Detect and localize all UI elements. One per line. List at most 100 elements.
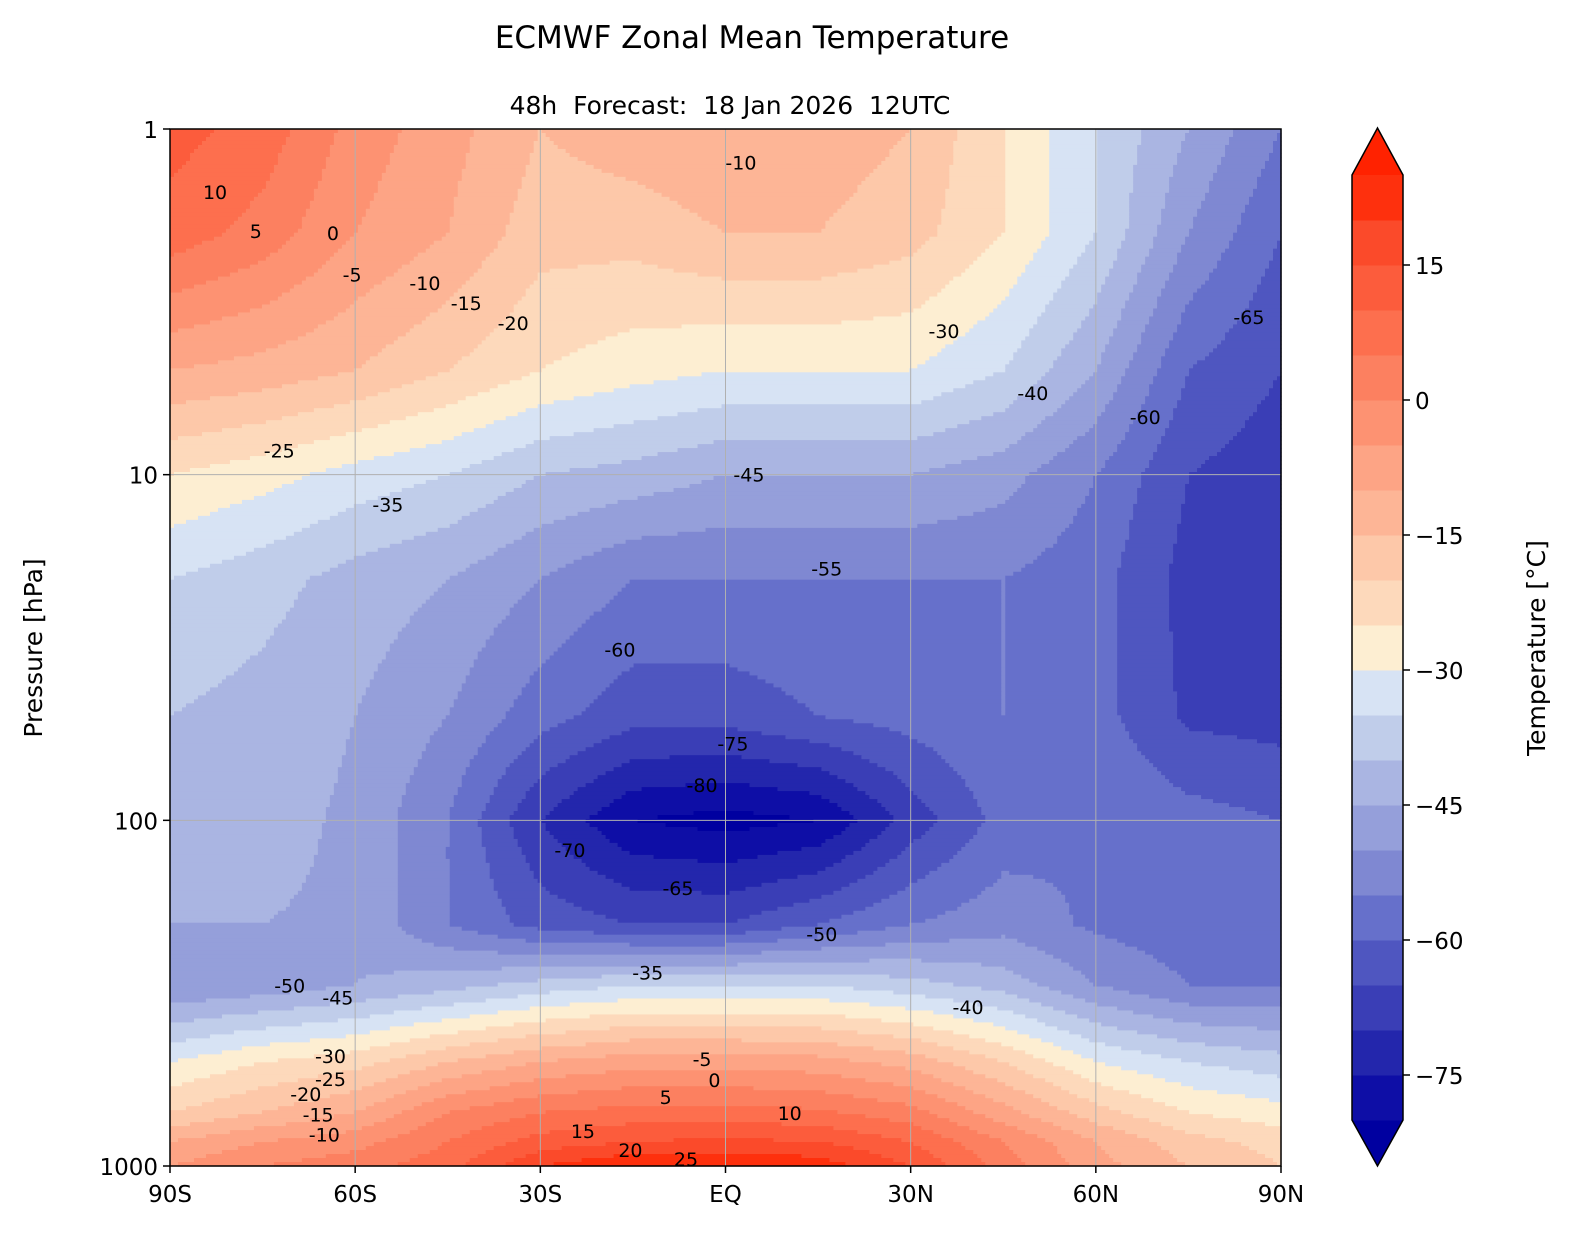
heatmap-cell bbox=[401, 384, 499, 389]
heatmap-cell bbox=[545, 886, 631, 892]
heatmap-cell bbox=[1173, 268, 1214, 274]
heatmap-cell bbox=[849, 882, 910, 888]
heatmap-cell bbox=[1117, 627, 1170, 633]
heatmap-cell bbox=[1097, 156, 1138, 162]
heatmap-cell bbox=[1001, 599, 1006, 605]
heatmap-cell bbox=[1073, 519, 1130, 525]
heatmap-cell bbox=[170, 164, 183, 170]
colorbar-extend-low bbox=[1352, 1120, 1403, 1166]
heatmap-cell bbox=[997, 1078, 1046, 1083]
heatmap-cell bbox=[277, 1082, 375, 1087]
heatmap-cell bbox=[170, 1102, 203, 1107]
heatmap-cell bbox=[1269, 815, 1282, 820]
heatmap-cell bbox=[921, 1038, 986, 1043]
heatmap-cell bbox=[1149, 392, 1182, 397]
heatmap-cell bbox=[170, 799, 331, 804]
heatmap-cell bbox=[1157, 958, 1282, 964]
heatmap-cell bbox=[1169, 623, 1282, 629]
heatmap-cell bbox=[509, 763, 559, 768]
heatmap-cell bbox=[1113, 392, 1150, 397]
heatmap-cell bbox=[629, 384, 966, 389]
heatmap-cell bbox=[285, 340, 395, 345]
heatmap-cell bbox=[885, 926, 1086, 932]
heatmap-cell bbox=[1257, 1150, 1282, 1155]
heatmap-cell bbox=[1169, 599, 1282, 605]
heatmap-cell bbox=[337, 775, 411, 780]
heatmap-cell bbox=[174, 575, 311, 581]
heatmap-cell bbox=[1005, 208, 1050, 214]
heatmap-cell bbox=[909, 922, 1074, 928]
heatmap-cell bbox=[1049, 152, 1098, 158]
heatmap-cell bbox=[1213, 176, 1258, 182]
heatmap-cell bbox=[445, 854, 487, 860]
heatmap-cell bbox=[489, 870, 535, 876]
heatmap-cell bbox=[537, 272, 699, 278]
colorbar-band bbox=[1352, 1030, 1403, 1076]
heatmap-cell bbox=[170, 687, 211, 692]
heatmap-cell bbox=[993, 1118, 1042, 1123]
heatmap-cell bbox=[1153, 1074, 1278, 1079]
heatmap-cell bbox=[457, 360, 555, 365]
heatmap-cell bbox=[905, 1162, 946, 1167]
heatmap-cell bbox=[1001, 679, 1006, 684]
heatmap-cell bbox=[1117, 938, 1282, 944]
heatmap-cell bbox=[170, 460, 231, 465]
heatmap-cell bbox=[1149, 252, 1178, 258]
heatmap-cell bbox=[965, 332, 1030, 337]
heatmap-cell bbox=[170, 795, 331, 800]
heatmap-cell bbox=[1097, 368, 1126, 373]
colorbar-band bbox=[1352, 355, 1403, 401]
contour-label: -40 bbox=[1017, 383, 1048, 405]
heatmap-cell bbox=[461, 284, 531, 290]
heatmap-cell bbox=[1145, 324, 1178, 330]
heatmap-cell bbox=[413, 483, 523, 489]
heatmap-cell bbox=[1097, 216, 1130, 222]
heatmap-cell bbox=[170, 803, 331, 808]
heatmap-cell bbox=[973, 1110, 1022, 1115]
heatmap-cell bbox=[1137, 144, 1182, 150]
heatmap-cell bbox=[969, 898, 1066, 904]
heatmap-cell bbox=[1257, 184, 1282, 190]
x-tick-label: EQ bbox=[709, 1182, 742, 1208]
heatmap-cell bbox=[1221, 256, 1274, 262]
heatmap-cell bbox=[397, 914, 451, 920]
heatmap-cell bbox=[221, 428, 363, 433]
heatmap-cell bbox=[613, 595, 1002, 601]
heatmap-cell bbox=[217, 507, 347, 513]
heatmap-cell bbox=[1053, 954, 1154, 960]
heatmap-cell bbox=[945, 1098, 994, 1103]
heatmap-cell bbox=[1269, 1098, 1282, 1103]
heatmap-cell bbox=[1061, 1126, 1114, 1131]
heatmap-cell bbox=[945, 200, 1006, 206]
heatmap-cell bbox=[325, 164, 387, 170]
heatmap-cell bbox=[1013, 571, 1118, 577]
heatmap-cell bbox=[1009, 1062, 1054, 1067]
heatmap-cell bbox=[449, 807, 487, 812]
heatmap-cell bbox=[761, 910, 854, 916]
heatmap-cell bbox=[1005, 216, 1050, 222]
heatmap-cell bbox=[629, 667, 739, 673]
heatmap-cell bbox=[881, 1154, 934, 1159]
heatmap-cell bbox=[249, 994, 399, 1000]
heatmap-cell bbox=[1049, 192, 1098, 198]
heatmap-cell bbox=[1065, 344, 1106, 349]
heatmap-cell bbox=[853, 1146, 922, 1151]
heatmap-cell bbox=[993, 372, 1046, 377]
heatmap-cell bbox=[941, 1158, 982, 1163]
heatmap-cell bbox=[1005, 583, 1118, 589]
heatmap-cell bbox=[1097, 296, 1130, 302]
heatmap-cell bbox=[1125, 539, 1178, 545]
heatmap-cell bbox=[281, 483, 415, 489]
heatmap-cell bbox=[481, 1070, 607, 1075]
heatmap-cell bbox=[845, 1162, 906, 1167]
heatmap-cell bbox=[569, 1002, 870, 1008]
heatmap-cell bbox=[401, 799, 455, 804]
heatmap-cell bbox=[1121, 1110, 1190, 1115]
heatmap-cell bbox=[533, 280, 950, 286]
heatmap-cell bbox=[897, 890, 982, 896]
heatmap-cell bbox=[1241, 212, 1282, 218]
heatmap-cell bbox=[170, 408, 315, 413]
heatmap-cell bbox=[781, 1122, 914, 1127]
heatmap-cell bbox=[573, 432, 934, 437]
heatmap-cell bbox=[277, 1106, 367, 1111]
